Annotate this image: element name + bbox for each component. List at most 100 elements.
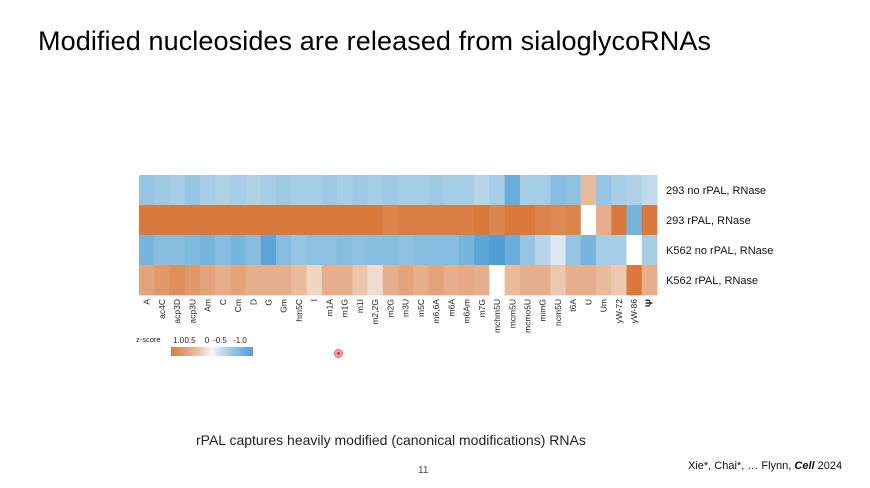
column-label: I: [309, 299, 319, 301]
heatmap-cell: [321, 205, 338, 236]
colorbar-tick: 0.5: [184, 336, 196, 345]
heatmap-cell: [519, 175, 536, 206]
heatmap-cell: [519, 235, 536, 266]
column-label: Am: [203, 299, 213, 312]
heatmap-cell: [398, 265, 414, 296]
heatmap-cell: [260, 235, 277, 266]
heatmap-cell: [291, 175, 307, 206]
heatmap-cell: [367, 205, 384, 236]
heatmap-cell: [169, 205, 186, 236]
heatmap-cell: [504, 205, 521, 236]
colorbar-label: z-score: [136, 335, 161, 344]
heatmap-cell: [474, 175, 490, 206]
page-number: 11: [418, 465, 429, 476]
heatmap-cell: [565, 235, 582, 266]
colorbar-tick: 0: [205, 336, 210, 345]
heatmap-cell: [169, 175, 186, 206]
column-label: m1A: [324, 299, 334, 317]
heatmap-cell: [428, 235, 445, 266]
heatmap-cell: [382, 205, 399, 236]
heatmap-cell: [306, 235, 323, 266]
heatmap-cell: [443, 235, 460, 266]
heatmap-cell: [199, 205, 216, 236]
heatmap-cell: [596, 235, 612, 266]
heatmap-cell: [641, 205, 658, 236]
heatmap-cell: [184, 235, 201, 266]
pointer-cursor: [334, 349, 343, 358]
heatmap-cell: [489, 265, 506, 296]
heatmap-cell: [321, 235, 338, 266]
heatmap-cell: [535, 265, 551, 296]
citation: Xie*, Chai*, … Flynn, Cell 2024: [688, 460, 842, 472]
heatmap-cell: [321, 175, 338, 206]
heatmap-cell: [413, 175, 429, 206]
heatmap-cell: [139, 235, 155, 266]
heatmap-cell: [169, 235, 186, 266]
heatmap-cell: [367, 235, 384, 266]
heatmap-cell: [458, 265, 475, 296]
heatmap-cell: [230, 175, 247, 206]
heatmap-cell: [580, 205, 597, 236]
heatmap-cell: [504, 265, 521, 296]
heatmap-cell: [215, 235, 231, 266]
heatmap-cell: [611, 205, 627, 236]
heatmap-cell: [230, 205, 247, 236]
column-label: mcmo5U: [523, 299, 533, 333]
heatmap-cell: [398, 235, 414, 266]
colorbar-tick: -0.5: [213, 336, 227, 345]
colorbar-legend: z-score 1.0 0.5 0 -0.5 -1.0: [136, 335, 253, 356]
heatmap-cell: [139, 175, 155, 206]
heatmap-cell: [260, 265, 277, 296]
heatmap-cell: [245, 265, 262, 296]
heatmap-cell: [596, 175, 612, 206]
heatmap-cell: [413, 205, 429, 236]
heatmap-cell: [580, 235, 597, 266]
column-label: D: [248, 299, 258, 305]
heatmap-cell: [626, 235, 643, 266]
heatmap-cell: [428, 175, 445, 206]
heatmap-cell: [611, 175, 627, 206]
heatmap-cell: [154, 235, 170, 266]
column-label: hm5C: [294, 299, 304, 322]
heatmap-cell: [565, 205, 582, 236]
heatmap-cell: [580, 265, 597, 296]
heatmap-cell: [139, 265, 155, 296]
row-label: 293 no rPAL, RNase: [666, 185, 766, 197]
heatmap-cell: [641, 235, 658, 266]
column-label: m1G: [340, 299, 350, 317]
heatmap-cell: [215, 205, 231, 236]
column-label: m6,6A: [431, 299, 441, 324]
column-label: m2G: [385, 299, 395, 317]
heatmap-cell: [626, 175, 643, 206]
heatmap-cell: [535, 175, 551, 206]
heatmap-cell: [230, 265, 247, 296]
column-label: acp3D: [172, 299, 182, 324]
heatmap-cell: [489, 205, 506, 236]
heatmap-cell: [428, 205, 445, 236]
heatmap-cell: [641, 175, 658, 206]
heatmap-cell: [184, 175, 201, 206]
heatmap-cell: [291, 235, 307, 266]
heatmap-cell: [458, 205, 475, 236]
heatmap-cell: [154, 175, 170, 206]
heatmap-cell: [199, 235, 216, 266]
heatmap-cell: [276, 265, 292, 296]
slide-caption: rPAL captures heavily modified (canonica…: [196, 432, 586, 448]
heatmap-cell: [215, 265, 231, 296]
heatmap-cell: [504, 235, 521, 266]
heatmap-cell: [321, 265, 338, 296]
row-label: K562 rPAL, RNase: [666, 275, 758, 287]
heatmap-cell: [154, 265, 170, 296]
heatmap-cell: [276, 175, 292, 206]
heatmap-cells: [139, 175, 658, 296]
heatmap-cell: [245, 175, 262, 206]
heatmap-cell: [337, 235, 353, 266]
heatmap-cell: [276, 235, 292, 266]
column-label: C: [218, 299, 228, 305]
heatmap-cell: [154, 205, 170, 236]
column-label: m3U: [401, 299, 411, 317]
citation-authors: Xie*, Chai*, … Flynn,: [688, 460, 792, 472]
heatmap-cell: [276, 205, 292, 236]
heatmap-cell: [413, 235, 429, 266]
